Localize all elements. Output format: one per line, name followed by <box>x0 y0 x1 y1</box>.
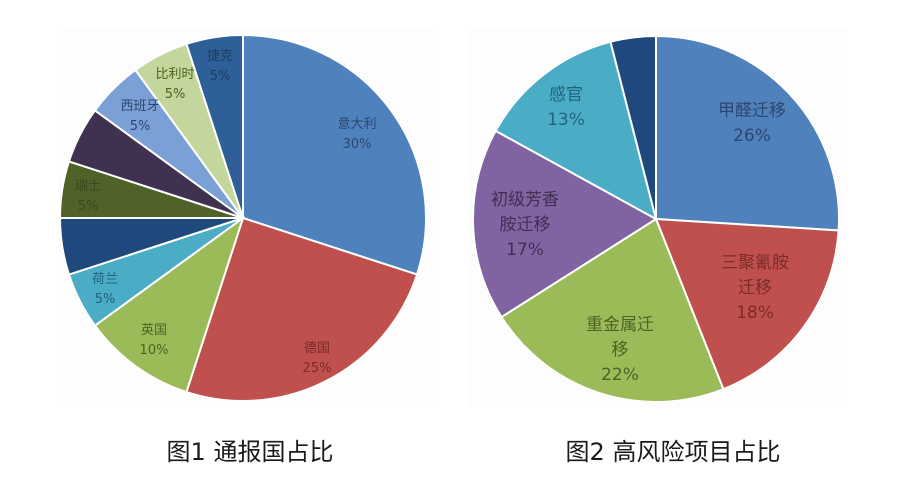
svg-text:移: 移 <box>612 340 629 360</box>
pie-slice-9 <box>185 33 244 219</box>
slice-label: 意大利 30% <box>337 116 376 152</box>
svg-text:比利时: 比利时 <box>155 67 194 82</box>
svg-text:感官: 感官 <box>549 85 583 105</box>
pie-slice-2 <box>93 215 245 394</box>
svg-text:迁移: 迁移 <box>738 278 772 298</box>
pie-slice-4 <box>494 40 658 221</box>
svg-text:30%: 30% <box>343 137 372 152</box>
pie-slice-0 <box>655 34 840 232</box>
svg-text:26%: 26% <box>733 126 771 146</box>
svg-text:西班牙: 西班牙 <box>120 99 159 114</box>
svg-text:初级芳香: 初级芳香 <box>491 190 559 210</box>
svg-text:5%: 5% <box>210 69 231 84</box>
svg-text:5%: 5% <box>130 119 151 134</box>
svg-text:17%: 17% <box>506 240 544 260</box>
svg-text:三聚氰胺: 三聚氰胺 <box>721 253 789 273</box>
svg-text:捷克: 捷克 <box>207 49 233 64</box>
pie-slice-3 <box>472 129 658 319</box>
svg-text:13%: 13% <box>547 110 585 130</box>
slice-label: 感官 13% <box>547 85 585 130</box>
svg-text:重金属迁: 重金属迁 <box>586 315 654 335</box>
slice-label: 甲醛迁移 26% <box>718 101 786 146</box>
slice-label: 捷克 5% <box>207 49 233 84</box>
svg-text:5%: 5% <box>165 87 186 102</box>
svg-text:荷兰: 荷兰 <box>92 272 118 287</box>
svg-text:10%: 10% <box>140 343 169 358</box>
svg-text:22%: 22% <box>601 365 639 385</box>
svg-text:5%: 5% <box>78 199 99 214</box>
slice-label: 瑞士 5% <box>75 179 101 214</box>
svg-text:5%: 5% <box>95 292 116 307</box>
pie-slice-0 <box>242 33 427 276</box>
slice-label: 比利时 5% <box>155 67 194 102</box>
svg-text:胺迁移: 胺迁移 <box>500 215 551 235</box>
svg-text:25%: 25% <box>303 361 332 376</box>
svg-text:甲醛迁移: 甲醛迁移 <box>718 101 786 121</box>
svg-text:瑞士: 瑞士 <box>75 179 101 194</box>
pie-slice-2 <box>500 217 725 403</box>
slice-label: 英国 10% <box>140 323 169 358</box>
slice-label: 荷兰 5% <box>92 272 118 307</box>
pie-slice-unlabeled-5 <box>609 34 657 220</box>
pie-slice-1 <box>654 217 840 391</box>
svg-text:18%: 18% <box>736 303 774 323</box>
svg-text:意大利: 意大利 <box>337 116 376 132</box>
slice-label: 西班牙 5% <box>120 99 159 134</box>
svg-text:德国: 德国 <box>304 341 330 356</box>
slice-label: 德国 25% <box>303 341 332 376</box>
pie-slice-1 <box>185 216 419 402</box>
chart1-caption: 图1 通报国占比 <box>166 438 334 466</box>
svg-text:英国: 英国 <box>141 323 167 338</box>
chart2-caption: 图2 高风险项目占比 <box>565 438 781 466</box>
